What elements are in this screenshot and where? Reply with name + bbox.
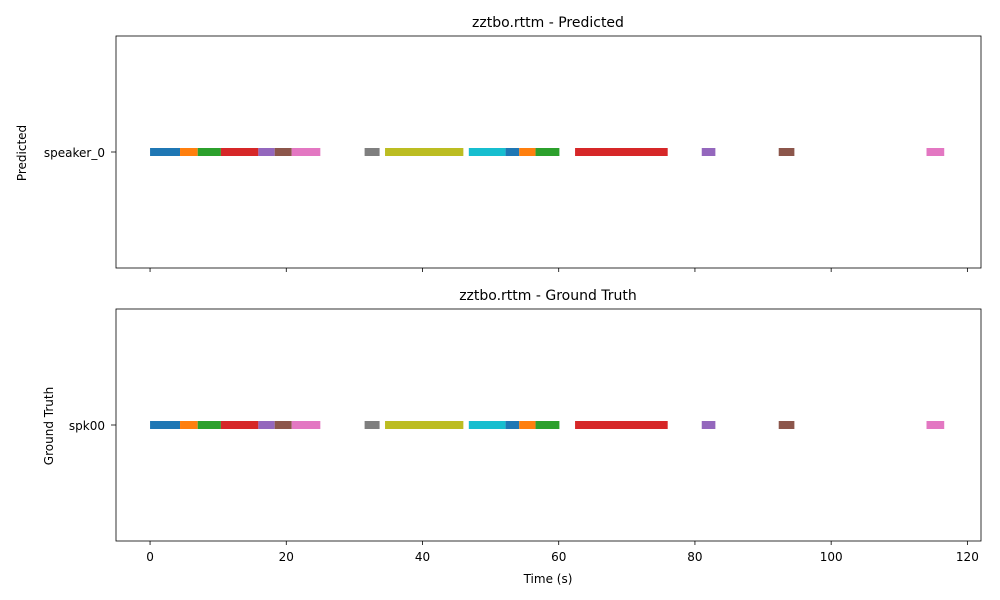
x-tick-label: 80 — [687, 550, 702, 564]
x-tick-label: 100 — [820, 550, 843, 564]
segment-bar — [258, 148, 275, 156]
segment-bar — [385, 148, 464, 156]
predicted-plot-frame — [115, 35, 982, 269]
segment-bar — [468, 421, 506, 429]
segment-bar — [505, 148, 520, 156]
segment-bar — [778, 148, 795, 156]
segment-bar — [926, 421, 945, 429]
ground-truth-panel: zztbo.rttm - Ground Truth Ground Truth 0… — [42, 288, 982, 586]
segment-bar — [926, 148, 945, 156]
ground-truth-y-axis-label: Ground Truth — [42, 387, 56, 465]
segment-bar — [220, 148, 259, 156]
segment-bar — [180, 421, 198, 429]
segment-bar — [220, 421, 259, 429]
segment-bar — [519, 148, 536, 156]
segment-bar — [150, 421, 181, 429]
predicted-speaker-label: speaker_0 — [44, 146, 105, 160]
segment-bar — [701, 148, 716, 156]
segment-bar — [197, 421, 221, 429]
segment-bar — [197, 148, 221, 156]
ground-truth-x-ticks: 0 20 40 60 80 100 120 — [146, 541, 979, 564]
segment-bar — [291, 421, 321, 429]
ground-truth-chart-title: zztbo.rttm - Ground Truth — [459, 288, 637, 304]
segment-bar — [180, 148, 198, 156]
segment-bar — [364, 421, 380, 429]
x-axis-label: Time (s) — [523, 572, 573, 586]
segment-bar — [150, 148, 181, 156]
x-tick-label: 60 — [551, 550, 566, 564]
x-tick-label: 120 — [956, 550, 979, 564]
segment-bar — [535, 421, 560, 429]
segment-bar — [274, 148, 292, 156]
segment-bar — [701, 421, 716, 429]
predicted-segments — [150, 148, 945, 156]
x-tick-label: 0 — [146, 550, 154, 564]
segment-bar — [258, 421, 275, 429]
predicted-y-axis-label: Predicted — [15, 125, 29, 181]
segment-bar — [519, 421, 536, 429]
segment-bar — [468, 148, 506, 156]
predicted-x-ticks — [149, 268, 968, 272]
predicted-chart-title: zztbo.rttm - Predicted — [472, 15, 624, 31]
segment-bar — [575, 148, 668, 156]
ground-truth-segments — [150, 421, 945, 429]
segment-bar — [778, 421, 795, 429]
ground-truth-speaker-label: spk00 — [69, 419, 105, 433]
segment-bar — [505, 421, 520, 429]
segment-bar — [291, 148, 321, 156]
segment-bar — [364, 148, 380, 156]
ground-truth-plot-frame — [115, 308, 982, 542]
predicted-panel: zztbo.rttm - Predicted Predicted speaker… — [15, 15, 982, 272]
segment-bar — [385, 421, 464, 429]
x-tick-label: 40 — [415, 550, 430, 564]
segment-bar — [575, 421, 668, 429]
x-tick-label: 20 — [279, 550, 294, 564]
segment-bar — [535, 148, 560, 156]
segment-bar — [274, 421, 292, 429]
